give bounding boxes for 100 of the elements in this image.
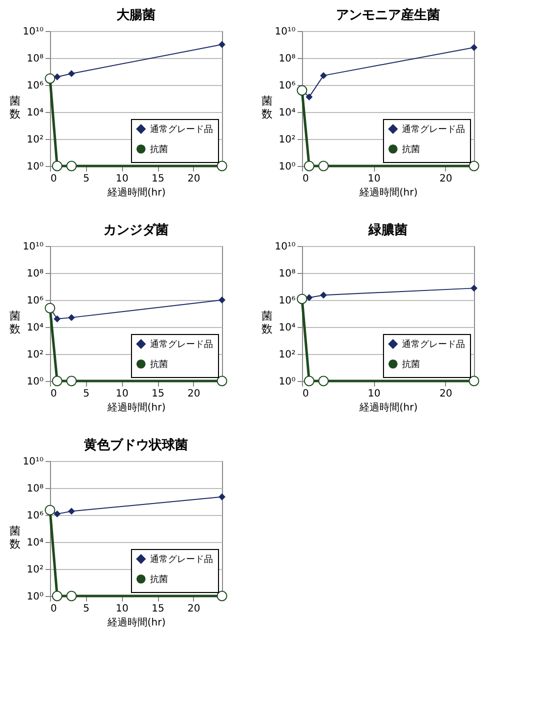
y-tick-label: 10⁰ xyxy=(278,162,296,172)
y-tick-label: 10⁶ xyxy=(26,80,44,92)
legend-label: 通常グレード品 xyxy=(150,124,213,135)
x-tick-label: 20 xyxy=(439,388,452,400)
point xyxy=(54,510,60,518)
y-tick-label: 10² xyxy=(26,350,44,360)
y-tick-label: 10⁸ xyxy=(278,268,296,280)
point xyxy=(216,160,228,172)
y-axis-title: 菌数 xyxy=(10,94,20,120)
legend-label: 抗菌 xyxy=(150,144,168,155)
x-tick-label: 5 xyxy=(83,388,90,400)
point xyxy=(304,376,314,386)
point xyxy=(304,160,314,172)
point xyxy=(306,94,312,100)
y-tick-label: 10⁸ xyxy=(278,54,296,64)
y-axis-title: 菌数 xyxy=(262,310,272,336)
point xyxy=(68,508,75,514)
x-tick-label: 0 xyxy=(302,174,309,184)
y-tick-label: 10⁶ xyxy=(26,510,44,522)
y-tick-label: 10⁴ xyxy=(26,538,44,548)
x-tick-label: 10 xyxy=(368,388,381,400)
point xyxy=(52,590,62,602)
y-axis-title: 菌数 xyxy=(10,310,20,336)
x-tick-label: 10 xyxy=(116,388,129,400)
y-tick-label: 10⁶ xyxy=(278,80,296,92)
chart-title: アンモニア産生菌 xyxy=(336,7,440,23)
point xyxy=(52,376,62,386)
y-tick-label: 10² xyxy=(278,350,296,360)
x-tick-label: 5 xyxy=(83,174,90,184)
point xyxy=(54,316,60,322)
x-axis-title: 経過時間(hr) xyxy=(106,402,166,414)
y-tick-label: 10¹⁰ xyxy=(22,456,44,468)
point xyxy=(66,590,77,602)
point xyxy=(66,160,77,172)
x-tick-label: 20 xyxy=(187,604,200,614)
x-axis-title: 経過時間(hr) xyxy=(358,186,418,198)
legend-label: 通常グレード品 xyxy=(402,124,465,135)
x-tick-label: 0 xyxy=(50,388,57,400)
legend-label: 抗菌 xyxy=(402,359,420,370)
y-tick-label: 10¹⁰ xyxy=(22,242,44,252)
point xyxy=(470,44,478,51)
chart-title: カンジダ菌 xyxy=(104,223,168,238)
point xyxy=(306,294,312,301)
y-tick-label: 10⁴ xyxy=(278,108,296,118)
x-axis-title: 経過時間(hr) xyxy=(358,402,418,414)
point xyxy=(218,296,226,304)
y-tick-label: 10² xyxy=(26,564,44,576)
y-tick-label: 10⁰ xyxy=(278,376,296,388)
point xyxy=(216,590,228,602)
y-tick-label: 10⁸ xyxy=(26,268,44,280)
legend-label: 抗菌 xyxy=(402,144,420,155)
y-tick-label: 10¹⁰ xyxy=(274,242,296,252)
x-tick-label: 10 xyxy=(116,604,129,614)
x-tick-label: 0 xyxy=(50,174,57,184)
y-tick-label: 10⁶ xyxy=(278,296,296,306)
legend-label: 通常グレード品 xyxy=(150,554,213,565)
x-tick-label: 10 xyxy=(116,174,129,184)
point xyxy=(468,376,480,386)
point xyxy=(66,376,77,386)
point xyxy=(318,376,329,386)
chart-title: 黄色ブドウ状球菌 xyxy=(83,437,188,453)
y-tick-label: 10⁰ xyxy=(26,162,44,172)
y-tick-label: 10² xyxy=(26,134,44,146)
point xyxy=(470,284,478,292)
y-tick-label: 10² xyxy=(278,134,296,146)
y-axis-title: 菌数 xyxy=(10,524,20,550)
point xyxy=(52,160,62,172)
point xyxy=(68,314,75,321)
chart-title: 大腸菌 xyxy=(116,8,156,23)
x-tick-label: 0 xyxy=(302,388,309,400)
point xyxy=(68,70,75,77)
x-tick-label: 0 xyxy=(50,604,57,614)
legend-label: 抗菌 xyxy=(150,574,168,585)
point xyxy=(218,41,226,48)
y-tick-label: 10¹⁰ xyxy=(274,26,296,38)
point xyxy=(320,72,327,79)
legend-label: 抗菌 xyxy=(150,359,168,370)
point xyxy=(216,376,228,386)
x-axis-title: 経過時間(hr) xyxy=(106,186,166,198)
x-tick-label: 15 xyxy=(152,174,164,184)
y-tick-label: 10¹⁰ xyxy=(22,26,44,38)
y-tick-label: 10⁰ xyxy=(26,592,44,602)
legend-label: 通常グレード品 xyxy=(402,339,465,350)
x-tick-label: 15 xyxy=(152,604,164,614)
x-tick-label: 20 xyxy=(439,174,452,184)
y-tick-label: 10⁸ xyxy=(26,54,44,64)
x-tick-label: 20 xyxy=(187,388,200,400)
x-tick-label: 5 xyxy=(83,604,90,614)
point xyxy=(54,74,60,80)
point xyxy=(320,292,327,298)
y-tick-label: 10⁰ xyxy=(26,376,44,388)
point xyxy=(468,160,480,172)
y-tick-label: 10⁴ xyxy=(278,322,296,334)
legend-label: 通常グレード品 xyxy=(150,339,213,350)
y-tick-label: 10⁴ xyxy=(26,322,44,334)
x-tick-label: 10 xyxy=(368,174,381,184)
point xyxy=(218,494,226,500)
x-axis-title: 経過時間(hr) xyxy=(106,616,166,628)
y-axis-title: 菌数 xyxy=(262,94,272,120)
y-tick-label: 10⁴ xyxy=(26,108,44,118)
